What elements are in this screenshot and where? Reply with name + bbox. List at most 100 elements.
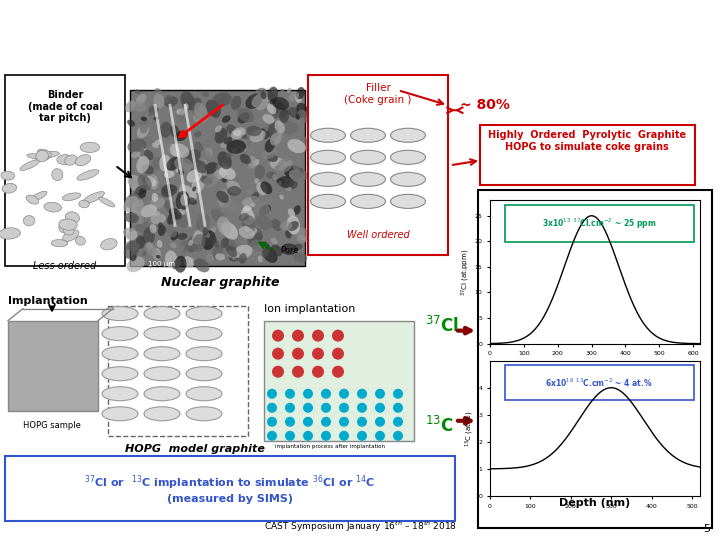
Ellipse shape xyxy=(194,131,202,137)
Ellipse shape xyxy=(222,116,230,123)
Ellipse shape xyxy=(26,195,39,204)
Ellipse shape xyxy=(0,228,20,239)
Ellipse shape xyxy=(102,407,138,421)
Ellipse shape xyxy=(242,215,256,234)
Ellipse shape xyxy=(167,213,177,225)
Text: HOPG  model graphite: HOPG model graphite xyxy=(125,444,265,454)
Ellipse shape xyxy=(179,184,185,191)
Ellipse shape xyxy=(140,205,157,218)
Ellipse shape xyxy=(131,151,140,158)
Ellipse shape xyxy=(150,256,156,261)
Ellipse shape xyxy=(234,245,253,259)
Ellipse shape xyxy=(297,103,308,118)
Ellipse shape xyxy=(186,235,200,253)
Ellipse shape xyxy=(242,134,248,139)
Ellipse shape xyxy=(145,176,156,186)
Ellipse shape xyxy=(23,215,35,226)
Ellipse shape xyxy=(199,159,209,171)
Ellipse shape xyxy=(284,165,304,180)
Ellipse shape xyxy=(239,253,247,264)
Ellipse shape xyxy=(250,202,256,207)
Ellipse shape xyxy=(200,176,211,184)
Ellipse shape xyxy=(127,119,135,126)
Ellipse shape xyxy=(131,199,144,213)
Ellipse shape xyxy=(144,347,180,361)
Circle shape xyxy=(267,403,277,413)
Ellipse shape xyxy=(150,224,156,233)
Circle shape xyxy=(321,431,331,441)
Ellipse shape xyxy=(178,233,187,240)
Circle shape xyxy=(292,366,304,377)
Ellipse shape xyxy=(215,128,228,144)
Ellipse shape xyxy=(202,231,216,250)
Circle shape xyxy=(292,329,304,342)
Ellipse shape xyxy=(196,213,210,232)
Text: implantation process: implantation process xyxy=(275,444,333,449)
Ellipse shape xyxy=(271,219,282,231)
Text: Ion implantation: Ion implantation xyxy=(264,303,356,314)
Ellipse shape xyxy=(259,205,271,215)
Ellipse shape xyxy=(192,103,208,120)
Ellipse shape xyxy=(233,130,241,136)
Ellipse shape xyxy=(246,189,253,194)
Ellipse shape xyxy=(279,221,292,231)
Circle shape xyxy=(393,417,403,427)
Ellipse shape xyxy=(188,240,194,246)
Ellipse shape xyxy=(197,111,207,119)
Ellipse shape xyxy=(123,228,138,239)
Circle shape xyxy=(393,403,403,413)
Ellipse shape xyxy=(251,196,258,202)
Ellipse shape xyxy=(246,126,261,136)
Ellipse shape xyxy=(226,125,238,136)
Ellipse shape xyxy=(77,170,99,180)
Ellipse shape xyxy=(44,202,61,212)
Text: $^{37}$Cl: $^{37}$Cl xyxy=(425,315,459,336)
Circle shape xyxy=(332,348,344,360)
Ellipse shape xyxy=(241,207,254,225)
Ellipse shape xyxy=(29,191,47,202)
Ellipse shape xyxy=(287,215,300,234)
Ellipse shape xyxy=(228,186,241,196)
Circle shape xyxy=(357,403,367,413)
Circle shape xyxy=(303,389,313,399)
Text: $^{13}$C: $^{13}$C xyxy=(425,416,454,436)
Ellipse shape xyxy=(216,163,222,170)
Circle shape xyxy=(292,348,304,360)
Ellipse shape xyxy=(274,102,283,113)
Circle shape xyxy=(285,389,295,399)
Ellipse shape xyxy=(287,181,298,190)
Ellipse shape xyxy=(125,100,135,112)
Ellipse shape xyxy=(143,228,155,245)
Ellipse shape xyxy=(273,174,276,180)
Bar xyxy=(5,456,455,521)
Ellipse shape xyxy=(164,96,178,107)
Ellipse shape xyxy=(192,228,207,245)
Ellipse shape xyxy=(246,228,251,234)
Ellipse shape xyxy=(177,209,185,215)
Ellipse shape xyxy=(262,114,274,124)
Ellipse shape xyxy=(229,252,242,261)
Ellipse shape xyxy=(127,139,146,153)
Circle shape xyxy=(285,403,295,413)
Text: Filler
(Coke grain ): Filler (Coke grain ) xyxy=(344,83,412,105)
Ellipse shape xyxy=(287,87,292,93)
Bar xyxy=(5,75,125,266)
Ellipse shape xyxy=(193,160,208,173)
Ellipse shape xyxy=(75,154,91,166)
Ellipse shape xyxy=(261,91,266,99)
Ellipse shape xyxy=(186,169,202,183)
Ellipse shape xyxy=(135,185,147,195)
Ellipse shape xyxy=(144,307,180,321)
Ellipse shape xyxy=(65,155,77,165)
Ellipse shape xyxy=(351,194,385,208)
Ellipse shape xyxy=(272,97,289,110)
Ellipse shape xyxy=(225,153,232,158)
Ellipse shape xyxy=(294,244,302,250)
Bar xyxy=(308,75,448,255)
Ellipse shape xyxy=(204,174,218,187)
Circle shape xyxy=(393,431,403,441)
Text: 6x10$^{16}$ $^{13}$C.cm$^{-2}$ ~ 4 at.%: 6x10$^{16}$ $^{13}$C.cm$^{-2}$ ~ 4 at.% xyxy=(545,376,653,388)
Ellipse shape xyxy=(205,147,213,157)
Ellipse shape xyxy=(211,208,224,222)
Ellipse shape xyxy=(176,109,181,114)
